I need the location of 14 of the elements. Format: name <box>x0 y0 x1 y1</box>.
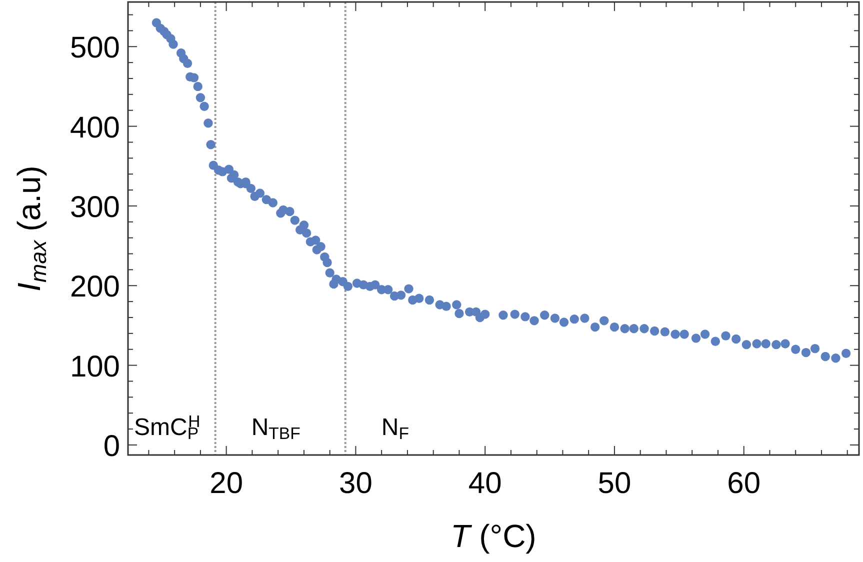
annotation: N$_{TBF}$ <box>251 414 300 444</box>
annotation: N$_{F}$ <box>381 414 409 444</box>
y-tick-label: 200 <box>70 270 120 304</box>
x-tick-label: 30 <box>339 467 372 500</box>
y-tick-label: 0 <box>103 430 120 463</box>
x-tick-label: 50 <box>598 467 632 500</box>
x-tick-label: 40 <box>468 467 502 500</box>
y-tick-label: 100 <box>70 350 120 384</box>
x-tick-label: 20 <box>210 467 244 500</box>
y-tick-label: 300 <box>70 190 120 224</box>
x-axis-title: T (°C) <box>450 518 536 554</box>
y-tick-label: 400 <box>70 111 120 144</box>
y-tick-label: 500 <box>70 32 120 65</box>
x-tick-label: 60 <box>727 467 761 500</box>
